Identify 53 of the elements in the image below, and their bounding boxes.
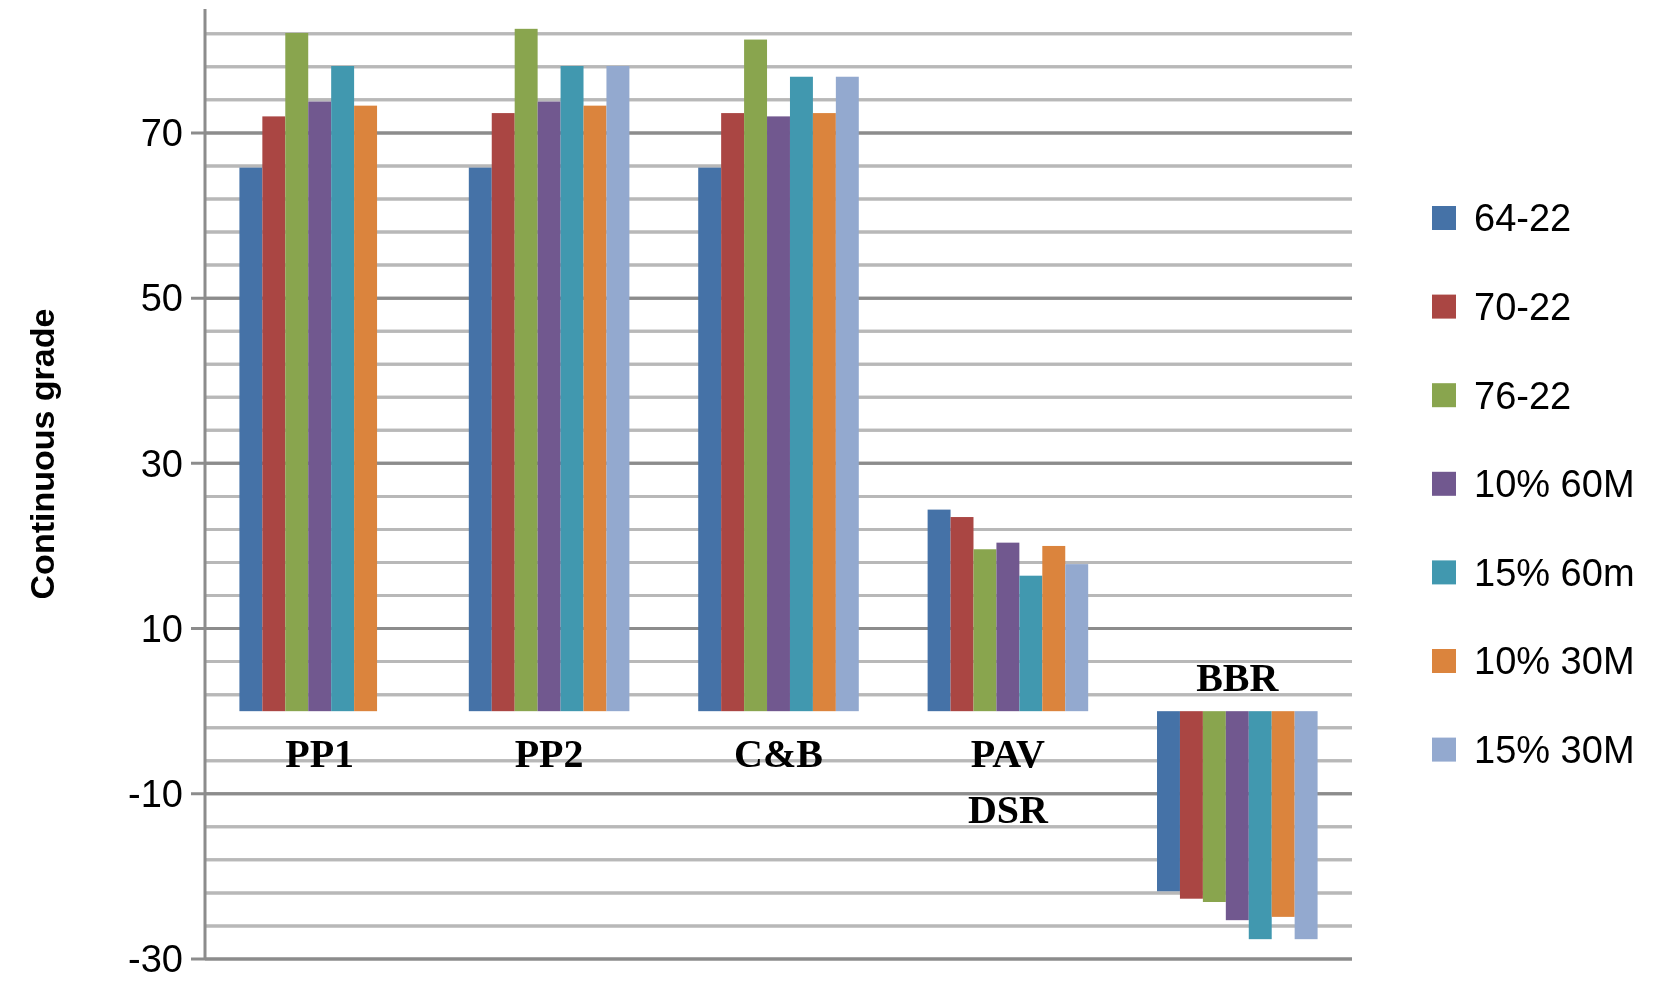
x-tick-label: PAV DSR	[967, 731, 1050, 833]
bar	[996, 542, 1020, 712]
y-tick-label: 70	[140, 112, 183, 155]
bar	[973, 549, 997, 712]
legend-label: 70-22	[1474, 285, 1572, 328]
bar	[1157, 711, 1180, 892]
bar	[1179, 711, 1203, 899]
bar	[354, 105, 378, 712]
bar	[1202, 711, 1226, 902]
y-tick-label: 30	[140, 442, 183, 485]
bar	[721, 113, 745, 712]
bar	[491, 113, 515, 712]
bar	[927, 509, 951, 712]
legend-label: 76-22	[1474, 374, 1572, 417]
bar	[331, 66, 355, 712]
bar	[1225, 711, 1249, 921]
bar	[1042, 545, 1066, 712]
bar	[239, 167, 263, 712]
bar	[835, 76, 859, 712]
bar	[1271, 711, 1295, 917]
bar	[1248, 711, 1272, 940]
bar	[468, 167, 492, 712]
x-tick-label: PP2	[514, 731, 584, 777]
x-tick-label: BBR	[1196, 655, 1280, 701]
bar	[1294, 711, 1318, 940]
bar	[560, 66, 584, 712]
x-tick-label: PP1	[285, 731, 355, 777]
y-tick-label: 50	[140, 277, 183, 320]
legend-label: 15% 60m	[1474, 551, 1635, 594]
bar	[537, 101, 561, 712]
bar	[308, 101, 332, 712]
bar	[583, 105, 607, 712]
legend-label: 10% 30M	[1474, 640, 1635, 683]
bar	[767, 116, 790, 712]
legend-label: 15% 30M	[1474, 728, 1635, 771]
y-axis-title: Continuous grade	[23, 308, 61, 600]
bar	[514, 28, 538, 712]
y-tick-label: -30	[128, 938, 183, 981]
bar	[698, 167, 722, 712]
bar	[1019, 575, 1043, 712]
bar	[1065, 564, 1089, 712]
y-tick-label: 10	[140, 607, 183, 650]
bar	[950, 517, 974, 712]
bar	[262, 116, 286, 712]
bar	[606, 66, 630, 712]
bar	[285, 32, 309, 712]
bar	[812, 113, 836, 712]
bar	[744, 39, 768, 712]
y-tick-label: -10	[128, 773, 183, 816]
legend-label: 10% 60M	[1474, 463, 1635, 506]
legend-label: 64-22	[1474, 197, 1572, 240]
bar	[789, 76, 813, 712]
x-tick-label: C&B	[734, 731, 823, 777]
